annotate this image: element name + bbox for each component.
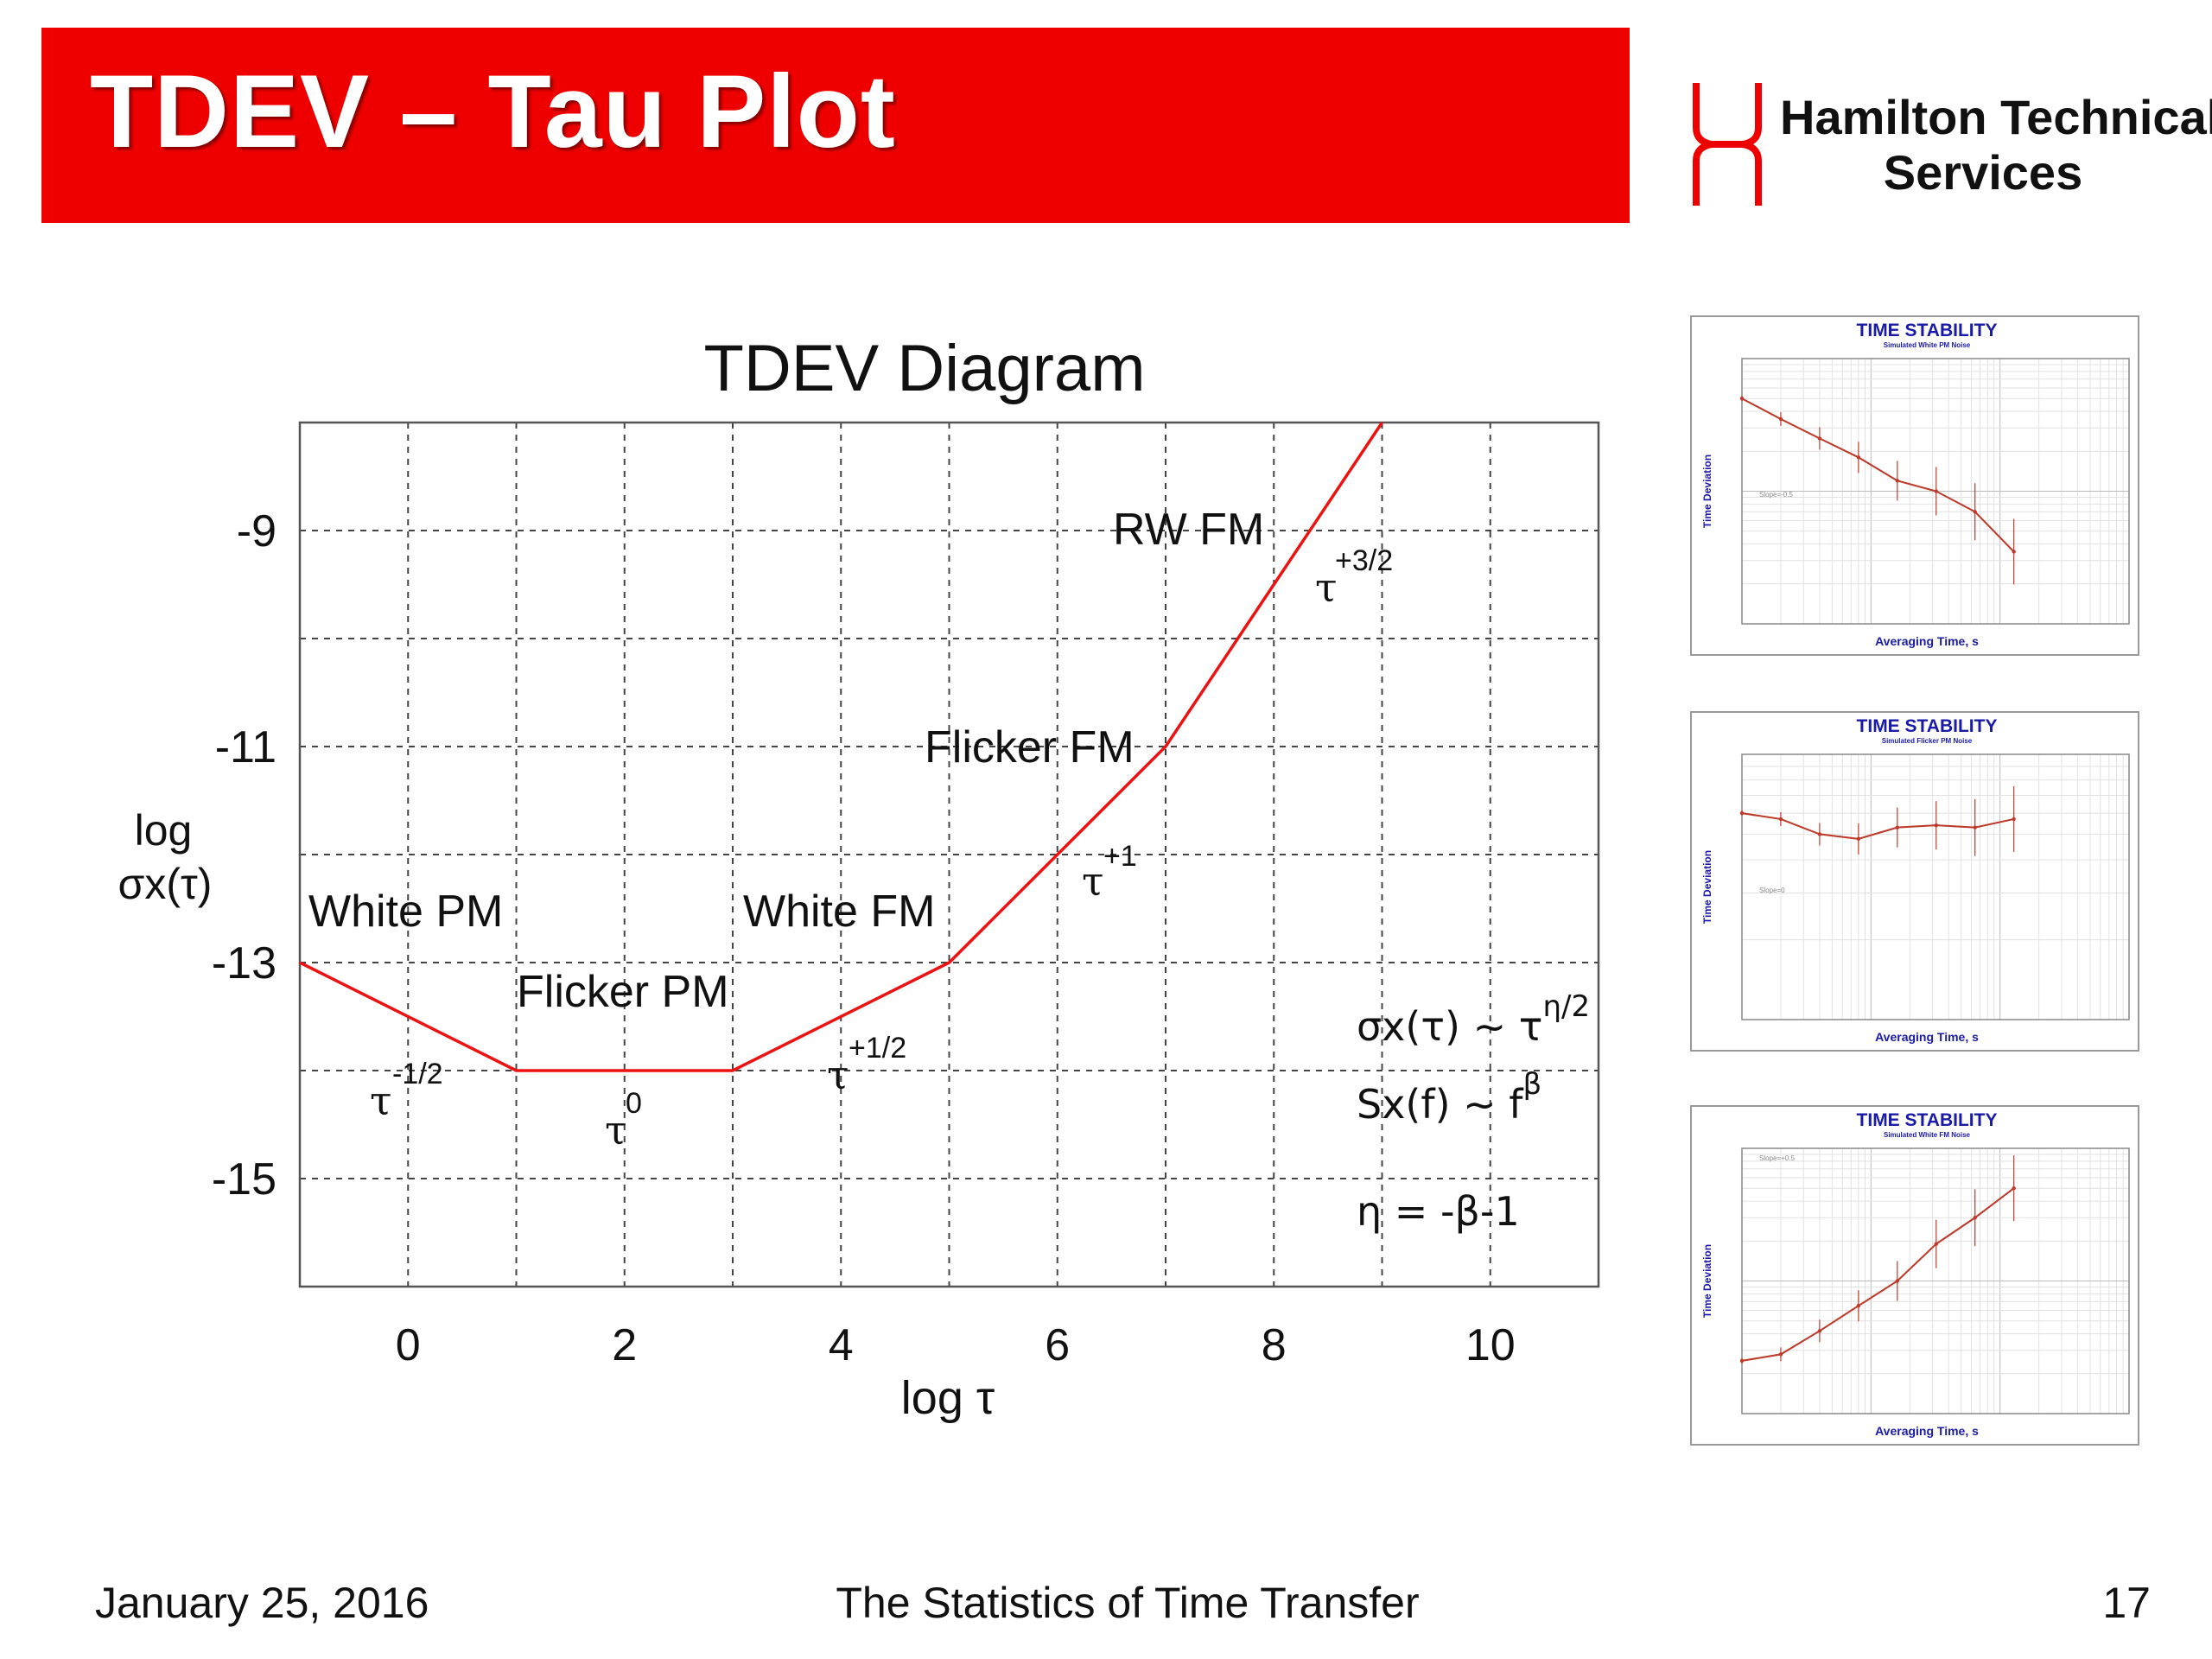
footer-date: January 25, 2016 <box>95 1579 429 1627</box>
thumb-data-point <box>2012 550 2016 554</box>
thumb-data-point <box>1856 455 1861 460</box>
slope-base-flicker-fm: τ <box>1082 858 1103 905</box>
formula-spectral-density: Sx(f) ~ fβ <box>1357 1067 1541 1128</box>
thumb-data-point <box>1934 1242 1938 1246</box>
thumb-title: TIME STABILITY <box>1857 1110 1998 1130</box>
company-name: Hamilton Technical Services <box>1780 90 2212 200</box>
company-name-line-1: Hamilton Technical <box>1780 90 2212 144</box>
title-bar: TDEV – Tau Plot <box>41 28 1630 223</box>
slope-base-rw-fm: τ <box>1315 564 1337 611</box>
thumb-data-point <box>2012 1186 2016 1191</box>
y-axis-label-line-1: log <box>135 806 193 855</box>
x-tick-label: 8 <box>1262 1320 1287 1370</box>
y-axis-ticks: -9 -11 -13 -15 <box>212 506 276 1205</box>
thumb-data-point <box>1973 510 1977 514</box>
region-label-rw-fm: RW FM <box>1113 505 1264 555</box>
thumb-data-point <box>1817 832 1822 836</box>
thumb-y-axis-label: Time Deviation <box>1701 1244 1713 1318</box>
chart-grid <box>300 423 1599 1287</box>
footer-presentation-title: The Statistics of Time Transfer <box>836 1579 1420 1627</box>
plot-frame <box>298 421 1600 1288</box>
slope-exponent-rw-fm: +3/2 <box>1335 544 1393 577</box>
thumb-data-point <box>1739 810 1745 816</box>
x-axis-label: log τ <box>901 1372 995 1424</box>
thumbnail-frame <box>1690 711 2139 1052</box>
thumb-plot-frame <box>1741 1147 2130 1414</box>
thumb-series-line <box>1741 397 2015 553</box>
thumb-data-point <box>1856 1304 1861 1308</box>
thumbnail-frame <box>1690 1105 2139 1446</box>
slope-exponent-white-pm: -1/2 <box>392 1058 443 1090</box>
thumb-data-point <box>1778 1352 1783 1357</box>
thumb-series-line <box>1741 812 2014 840</box>
thumb-x-axis-label: Averaging Time, s <box>1875 1424 1979 1438</box>
tdev-series-line <box>299 422 1383 1072</box>
formula-eta-beta: η = -β-1 <box>1357 1188 1520 1235</box>
thumb-data-point <box>1934 489 1938 493</box>
y-tick-label: -11 <box>215 722 276 772</box>
x-tick-label: 6 <box>1045 1320 1070 1370</box>
y-axis-label-line-2: σx(τ) <box>118 860 213 908</box>
thumb-data-point <box>1856 836 1861 842</box>
slope-exponent-flicker-pm: 0 <box>626 1087 642 1120</box>
region-label-white-pm: White PM <box>308 887 503 937</box>
thumb-data-point <box>1739 397 1745 401</box>
thumb-series-line <box>1741 1187 2015 1362</box>
region-label-flicker-pm: Flicker PM <box>517 967 729 1017</box>
slope-base-flicker-pm: τ <box>605 1107 626 1154</box>
thumb-data-point <box>1739 1358 1745 1363</box>
thumb-data-point <box>1895 825 1900 830</box>
hamilton-logo-icon <box>1693 83 1762 206</box>
thumb-data-point <box>1895 479 1900 483</box>
thumb-y-axis-label: Time Deviation <box>1701 850 1713 924</box>
thumb-slope-label: Slope=0 <box>1759 887 1785 894</box>
thumb-title: TIME STABILITY <box>1857 321 1998 340</box>
y-tick-label: -13 <box>212 938 276 988</box>
thumb-plot-frame <box>1741 358 2130 625</box>
thumb-x-axis-label: Averaging Time, s <box>1875 634 1979 648</box>
slide-title: TDEV – Tau Plot <box>90 54 896 169</box>
chart-title: TDEV Diagram <box>704 332 1146 405</box>
thumb-subtitle: Simulated White FM Noise <box>1884 1131 1971 1139</box>
thumb-data-point <box>1934 823 1938 828</box>
thumb-data-point <box>1778 416 1783 422</box>
y-tick-label: -15 <box>212 1154 276 1205</box>
thumb-data-point <box>1973 1216 1977 1220</box>
thumb-data-point <box>1895 1279 1900 1283</box>
thumb-subtitle: Simulated Flicker PM Noise <box>1882 737 1973 745</box>
slope-exponent-white-fm: +1/2 <box>849 1032 906 1065</box>
region-label-flicker-fm: Flicker FM <box>925 722 1135 772</box>
slope-exponent-flicker-fm: +1 <box>1103 840 1137 873</box>
region-label-white-fm: White FM <box>743 887 935 937</box>
x-tick-label: 10 <box>1465 1320 1516 1370</box>
thumb-y-axis-label: Time Deviation <box>1701 454 1713 528</box>
x-tick-label: 0 <box>396 1320 421 1370</box>
thumb-data-point <box>1817 1329 1822 1333</box>
company-name-line-2: Services <box>1883 145 2083 200</box>
thumb-slope-label: Slope=-0.5 <box>1759 491 1793 499</box>
slope-base-white-fm: τ <box>827 1052 849 1098</box>
thumb-slope-label: Slope=+0.5 <box>1759 1154 1795 1162</box>
thumb-data-point <box>1778 817 1783 822</box>
footer-page-number: 17 <box>2102 1579 2151 1627</box>
thumb-data-point <box>1817 436 1822 441</box>
formula-tdev-power-law: σx(τ) ~ τη/2 <box>1357 989 1590 1050</box>
thumb-data-point <box>1973 825 1977 830</box>
slope-base-white-pm: τ <box>370 1077 391 1124</box>
thumb-x-axis-label: Averaging Time, s <box>1875 1030 1979 1044</box>
thumb-subtitle: Simulated White PM Noise <box>1884 341 1971 349</box>
thumb-title: TIME STABILITY <box>1857 716 1998 736</box>
x-tick-label: 4 <box>829 1320 854 1370</box>
thumb-data-point <box>2012 817 2016 822</box>
y-tick-label: -9 <box>237 506 276 556</box>
x-axis-ticks: 0 2 4 6 8 10 <box>396 1320 1516 1370</box>
thumb-plot-frame <box>1741 753 2130 1020</box>
x-tick-label: 2 <box>612 1320 637 1370</box>
